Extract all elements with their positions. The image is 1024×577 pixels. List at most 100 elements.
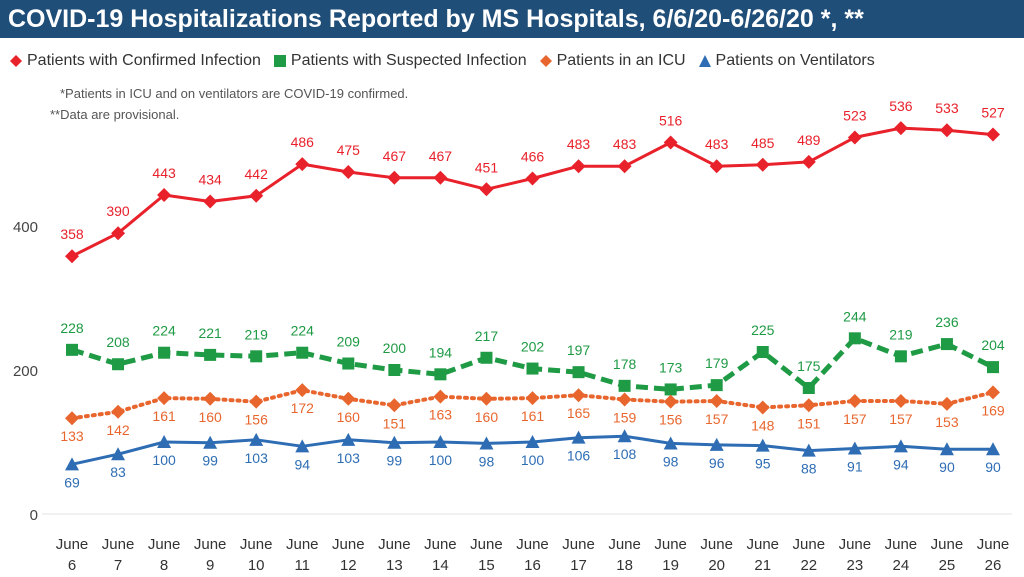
data-label-confirmed: 516 — [659, 112, 683, 128]
legend-label-icu: Patients in an ICU — [556, 52, 686, 69]
note-icu-ventilators: *Patients in ICU and on ventilators are … — [60, 86, 409, 101]
legend-label-confirmed: Patients with Confirmed Infection — [27, 52, 261, 69]
data-label-suspected: 228 — [60, 320, 84, 336]
x-tick-label: 16 — [524, 557, 541, 574]
x-tick-label: June — [839, 536, 872, 553]
data-point-suspected — [756, 346, 769, 358]
data-point-ventilators — [939, 442, 954, 456]
legend-item-ventilators[interactable]: Patients on Ventilators — [698, 52, 875, 70]
data-point-icu — [65, 411, 79, 426]
data-label-ventilators: 96 — [709, 455, 725, 471]
legend-item-icu[interactable]: Patients in an ICU — [539, 52, 686, 70]
data-point-ventilators — [479, 436, 494, 450]
x-tick-label: June — [194, 536, 227, 553]
x-tick-label: 8 — [160, 557, 168, 574]
data-label-suspected: 197 — [567, 342, 591, 358]
data-point-confirmed — [433, 170, 448, 185]
x-tick-label: 26 — [985, 557, 1002, 574]
data-label-icu: 161 — [521, 408, 545, 424]
data-label-ventilators: 95 — [755, 456, 771, 472]
data-label-confirmed: 442 — [245, 166, 269, 182]
x-tick-label: June — [102, 536, 135, 553]
x-tick-label: 9 — [206, 557, 214, 574]
data-point-icu — [801, 398, 816, 413]
data-label-confirmed: 483 — [705, 136, 729, 152]
x-tick-label: 25 — [939, 557, 956, 574]
data-label-confirmed: 451 — [475, 159, 499, 175]
data-label-suspected: 225 — [751, 322, 775, 338]
data-label-icu: 157 — [889, 411, 913, 427]
data-point-ventilators — [986, 442, 1000, 456]
chart-notes: *Patients in ICU and on ventilators are … — [50, 86, 408, 128]
legend-item-confirmed[interactable]: Patients with Confirmed Infection — [10, 52, 261, 70]
x-tick-label: June — [378, 536, 411, 553]
data-point-icu — [525, 391, 540, 406]
data-label-suspected: 219 — [245, 326, 269, 342]
data-point-icu — [203, 391, 218, 406]
x-tick-label: 22 — [800, 557, 817, 574]
note-provisional: **Data are provisional. — [50, 107, 180, 122]
data-point-suspected — [940, 338, 953, 351]
x-tick-label: 23 — [847, 557, 864, 574]
data-label-icu: 153 — [935, 414, 959, 430]
x-tick-label: June — [56, 536, 89, 553]
data-label-suspected: 221 — [198, 325, 222, 341]
data-point-icu — [433, 389, 448, 404]
data-label-suspected: 175 — [797, 358, 821, 374]
data-point-suspected — [572, 366, 585, 379]
data-label-suspected: 208 — [106, 334, 130, 350]
data-label-ventilators: 90 — [985, 459, 1001, 475]
data-point-ventilators — [111, 447, 126, 461]
data-label-icu: 161 — [152, 408, 176, 424]
data-point-ventilators — [801, 443, 816, 457]
x-tick-label: June — [424, 536, 457, 553]
data-label-ventilators: 94 — [294, 456, 310, 472]
data-label-suspected: 200 — [383, 340, 407, 356]
data-point-icu — [157, 391, 172, 406]
data-label-suspected: 204 — [981, 337, 1005, 353]
x-tick-label: June — [654, 536, 687, 553]
y-tick-label: 200 — [13, 363, 38, 380]
diamond-icon — [539, 55, 552, 67]
data-label-icu: 142 — [106, 422, 130, 438]
legend-item-suspected[interactable]: Patients with Suspected Infection — [273, 52, 527, 70]
x-tick-label: 21 — [754, 557, 771, 574]
data-point-ventilators — [571, 430, 586, 444]
data-point-ventilators — [893, 439, 908, 453]
data-point-ventilators — [387, 435, 402, 449]
x-tick-label: 11 — [294, 557, 310, 574]
data-label-icu: 133 — [60, 428, 84, 444]
data-label-icu: 157 — [843, 411, 867, 427]
triangle-icon — [698, 55, 711, 67]
diamond-icon — [10, 55, 22, 67]
x-tick-label: 15 — [478, 557, 495, 574]
data-point-ventilators — [341, 432, 356, 446]
data-label-confirmed: 434 — [198, 172, 222, 188]
data-label-suspected: 202 — [521, 339, 545, 355]
data-point-ventilators — [203, 435, 218, 449]
y-tick-label: 400 — [13, 219, 38, 236]
data-label-confirmed: 467 — [383, 148, 407, 164]
data-label-confirmed: 475 — [337, 142, 361, 158]
data-label-icu: 169 — [981, 402, 1005, 418]
data-point-ventilators — [617, 429, 632, 443]
data-point-icu — [847, 393, 862, 408]
data-label-ventilators: 90 — [939, 459, 955, 475]
x-tick-label: 20 — [708, 557, 725, 574]
data-label-suspected: 179 — [705, 355, 729, 371]
x-tick-label: June — [516, 536, 549, 553]
data-label-ventilators: 98 — [479, 453, 495, 469]
x-tick-label: June — [977, 536, 1010, 553]
data-label-confirmed: 536 — [889, 98, 913, 114]
x-tick-label: June — [562, 536, 595, 553]
data-point-icu — [571, 388, 586, 403]
data-label-ventilators: 83 — [110, 464, 126, 480]
data-point-confirmed — [65, 249, 79, 264]
data-label-suspected: 224 — [152, 323, 176, 339]
data-point-ventilators — [847, 441, 862, 455]
data-point-suspected — [618, 379, 631, 392]
data-label-ventilators: 100 — [429, 452, 453, 468]
x-tick-label: June — [148, 536, 181, 553]
data-point-confirmed — [755, 157, 770, 172]
data-point-icu — [709, 393, 724, 408]
